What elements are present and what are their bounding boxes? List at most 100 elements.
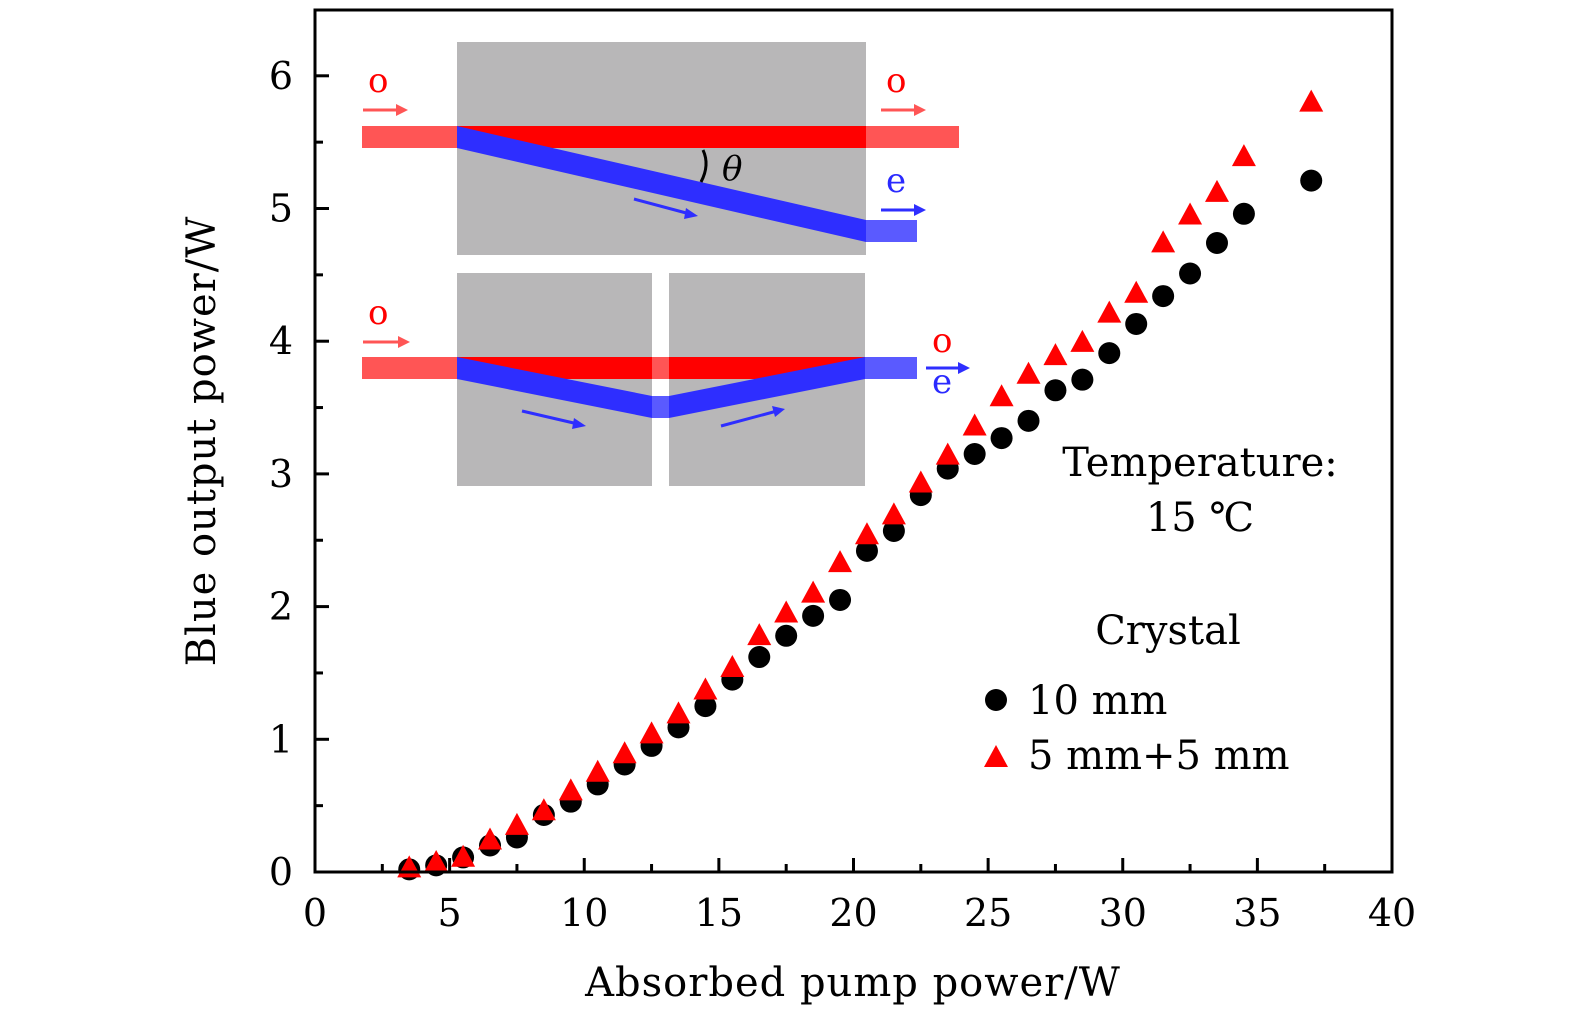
data-point-triangle [451, 844, 476, 867]
data-point-triangle [478, 827, 503, 850]
data-point-circle [829, 588, 852, 611]
e-beam-walkoff-top [457, 126, 866, 242]
data-point-triangle [504, 812, 529, 835]
arrow-icon [926, 362, 970, 374]
x-tick-label: 30 [1099, 891, 1147, 935]
legend-marker-triangle [984, 745, 1008, 767]
x-tick-label: 35 [1233, 891, 1281, 935]
data-point-circle [775, 624, 798, 647]
data-point-triangle [639, 721, 664, 744]
data-point-circle [855, 539, 878, 562]
data-point-circle [1017, 409, 1040, 432]
output-o-label-top: o [886, 61, 906, 101]
y-tick-label: 0 [269, 850, 293, 894]
data-point-circle [1071, 368, 1094, 391]
data-point-circle [1125, 312, 1148, 335]
arrow-icon [881, 104, 926, 116]
data-point-triangle [1231, 144, 1256, 167]
data-point-circle [694, 695, 717, 718]
data-point-triangle [1204, 179, 1229, 202]
data-point-circle [963, 442, 986, 465]
data-point-triangle [531, 798, 556, 821]
x-tick-label: 10 [560, 891, 608, 935]
o-beam-input-bottom [362, 357, 457, 379]
data-point-circle [1098, 342, 1121, 365]
input-o-label-bottom: o [368, 293, 388, 333]
x-tick-label: 15 [695, 891, 743, 935]
inset-diagram: θ o o e o [362, 42, 970, 486]
y-tick-label: 1 [269, 717, 293, 761]
output-o-label-bottom: o [932, 321, 952, 361]
data-point-triangle [558, 778, 583, 801]
data-point-triangle [989, 384, 1014, 407]
y-tick-label: 4 [269, 319, 293, 363]
data-point-circle [802, 604, 825, 627]
e-beam-walkoff-bottom-right [669, 357, 865, 418]
angle-arc [699, 149, 708, 183]
data-point-triangle [854, 522, 879, 545]
data-point-triangle [1097, 300, 1122, 323]
data-point-circle [1152, 285, 1175, 308]
x-tick-label: 20 [829, 891, 877, 935]
arrow-icon [633, 197, 698, 219]
temperature-annotation-line1: Temperature: [1062, 440, 1338, 486]
data-point-triangle [935, 442, 960, 465]
data-point-triangle [828, 550, 853, 573]
y-tick-label: 6 [269, 54, 293, 98]
data-point-triangle [1016, 361, 1041, 384]
o-beam-output-top [866, 126, 959, 148]
arrow-icon [363, 104, 408, 116]
data-point-circle [990, 427, 1013, 450]
data-point-triangle [1124, 280, 1149, 303]
y-tick-label: 3 [269, 452, 293, 496]
x-tick-label: 5 [438, 891, 462, 935]
legend-entry-1: 5 mm+5 mm [1028, 733, 1290, 779]
o-beam-gap [652, 357, 669, 379]
data-point-triangle [747, 623, 772, 646]
o-beam-input-top [362, 126, 457, 148]
data-point-triangle [1178, 202, 1203, 225]
e-beam-output-top [866, 220, 917, 242]
o-beam-inside-top [457, 126, 866, 148]
data-point-triangle [1070, 329, 1095, 352]
data-point-triangle [585, 759, 610, 782]
y-tick-label: 5 [269, 187, 293, 231]
axis-ticks: 0 5 10 15 20 25 30 35 40 0 1 2 3 4 5 6 [269, 54, 1416, 935]
data-point-circle [1205, 232, 1228, 255]
y-tick-label: 2 [269, 585, 293, 629]
data-point-triangle [693, 677, 718, 700]
data-point-circle [748, 646, 771, 669]
data-point-circle [1232, 202, 1255, 225]
legend-entry-0: 10 mm [1028, 678, 1167, 724]
x-tick-label: 0 [303, 891, 327, 935]
x-tick-label: 25 [964, 891, 1012, 935]
temperature-annotation-line2: 15 ℃ [1146, 495, 1254, 541]
data-point-triangle [908, 470, 933, 493]
arrow-icon [720, 406, 785, 428]
x-tick-label: 40 [1368, 891, 1416, 935]
data-point-circle [1044, 379, 1067, 402]
legend: Crystal 10 mm 5 mm+5 mm [984, 608, 1290, 779]
data-marks [397, 89, 1324, 881]
data-point-triangle [774, 600, 799, 623]
beam-output-bottom [865, 357, 917, 379]
angle-theta-label: θ [722, 149, 742, 189]
x-axis-label: Absorbed pump power/W [584, 960, 1121, 1006]
output-e-label-top: e [886, 161, 906, 201]
data-point-circle [1300, 169, 1323, 192]
data-point-circle [1179, 262, 1202, 285]
data-point-triangle [424, 850, 449, 873]
data-point-triangle [720, 654, 745, 677]
data-point-triangle [1299, 89, 1324, 112]
data-point-triangle [881, 502, 906, 525]
e-beam-walkoff-bottom-left [457, 357, 652, 418]
data-point-triangle [1151, 230, 1176, 253]
y-axis-label: Blue output power/W [179, 216, 225, 667]
legend-title: Crystal [1095, 608, 1241, 654]
legend-marker-circle [985, 689, 1007, 711]
data-point-circle [882, 519, 905, 542]
arrow-icon [521, 409, 586, 429]
data-point-triangle [612, 741, 637, 764]
output-e-label-bottom: e [932, 362, 952, 402]
